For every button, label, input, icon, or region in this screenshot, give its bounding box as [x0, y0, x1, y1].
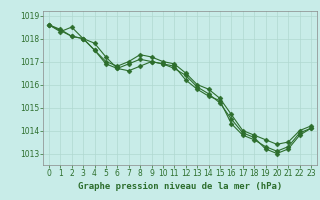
- X-axis label: Graphe pression niveau de la mer (hPa): Graphe pression niveau de la mer (hPa): [78, 182, 282, 191]
